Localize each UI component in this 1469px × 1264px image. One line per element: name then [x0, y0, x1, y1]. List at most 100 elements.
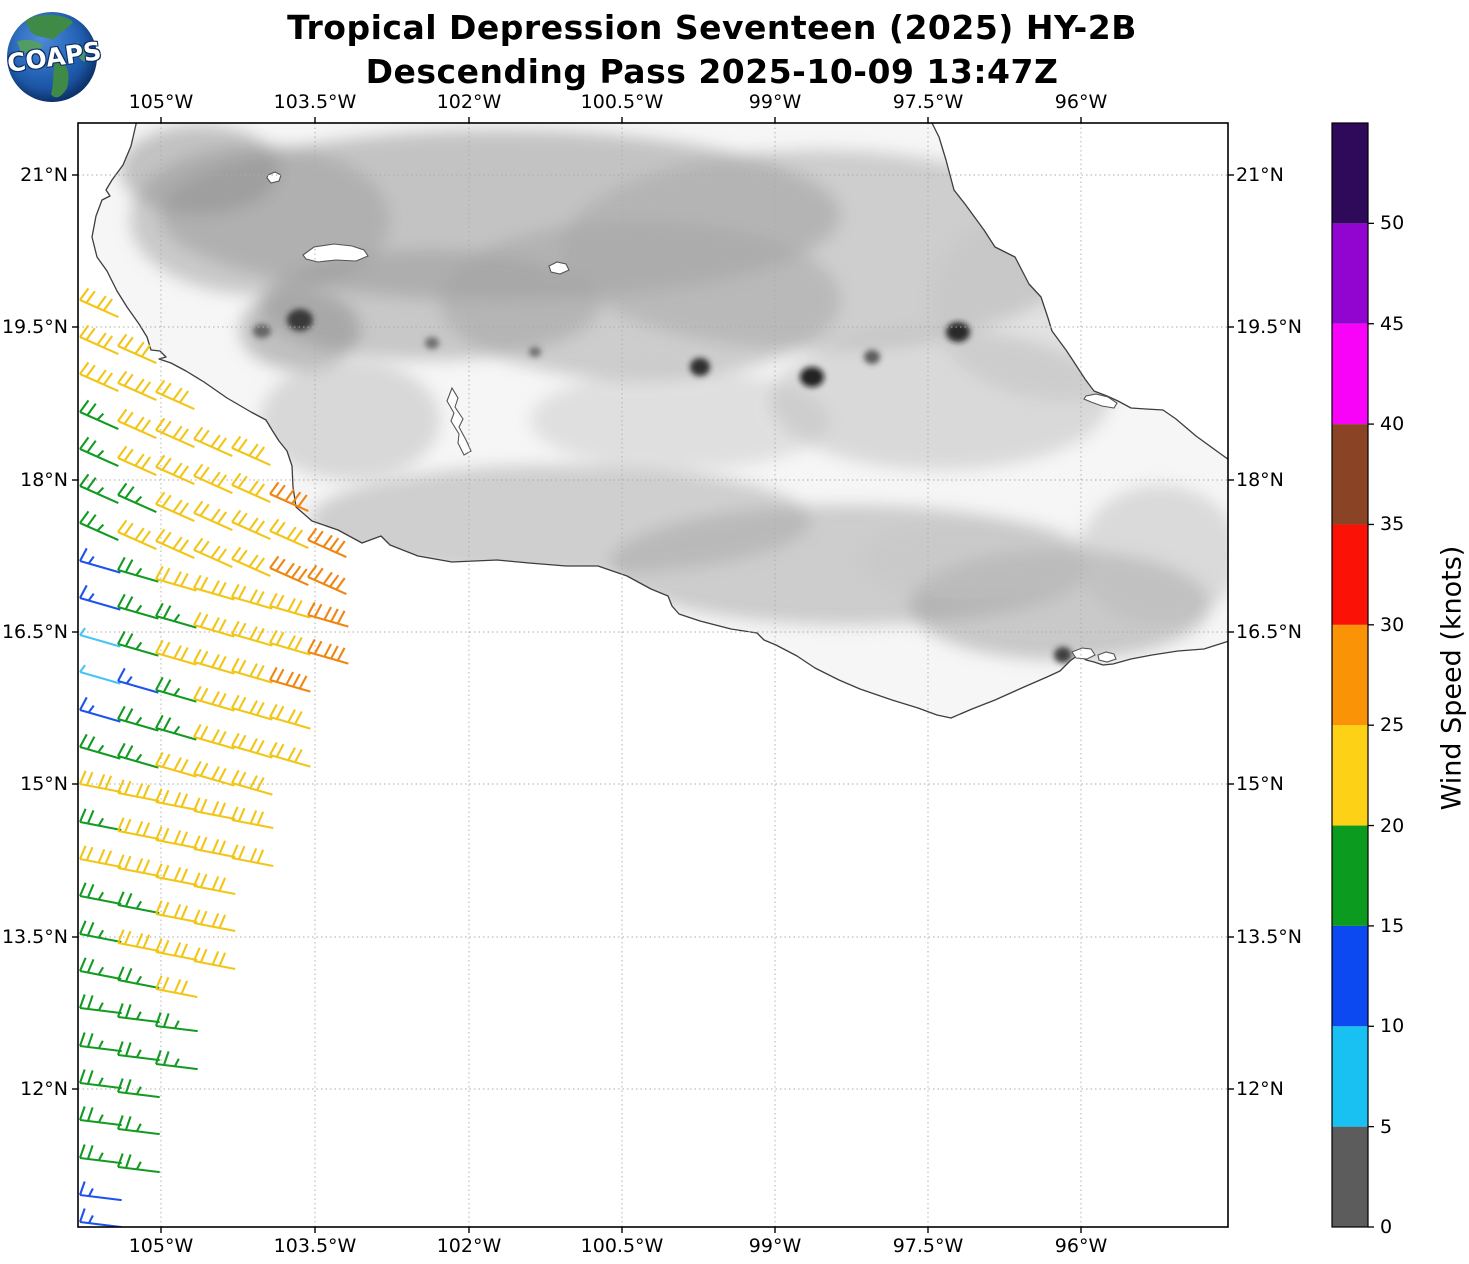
wind-barb	[269, 592, 311, 619]
wind-barb	[193, 909, 236, 933]
wind-barb	[117, 408, 157, 440]
lon-tick-label-top: 103.5°W	[273, 91, 357, 113]
lat-tick-label-left: 12°N	[20, 1078, 68, 1100]
page-title: Tropical Depression Seventeen (2025) HY-…	[287, 8, 1137, 47]
wind-barb	[79, 664, 121, 685]
colorbar-segment	[1332, 223, 1368, 324]
colorbar-tick-label: 35	[1380, 513, 1405, 536]
lon-tick-label-bottom: 97.5°W	[892, 1235, 964, 1257]
lat-tick-label-right: 15°N	[1236, 773, 1284, 795]
colorbar-tick-label: 15	[1380, 914, 1405, 937]
lon-tick-label-top: 97.5°W	[892, 91, 964, 113]
wind-barb	[79, 1208, 122, 1227]
wind-barb	[193, 797, 236, 821]
colorbar-segment	[1332, 1126, 1368, 1227]
wind-barb	[117, 966, 160, 990]
wind-barb	[155, 863, 198, 887]
wind-barb	[193, 947, 236, 971]
wind-barb	[79, 584, 121, 611]
lon-tick-label-top: 102°W	[436, 91, 502, 113]
wind-barb	[79, 399, 119, 431]
wind-barb	[79, 845, 122, 869]
wind-barb	[193, 426, 233, 458]
wind-barb	[231, 694, 273, 721]
wind-barb	[79, 808, 122, 832]
colorbar-tick-label: 25	[1380, 714, 1405, 737]
wind-barb	[79, 510, 119, 542]
lake-outline	[548, 261, 570, 275]
wind-barb	[231, 806, 274, 830]
lake-outline	[302, 243, 369, 263]
wind-barb	[155, 714, 197, 741]
wind-barb	[155, 417, 195, 449]
colorbar-tick-label: 20	[1380, 814, 1405, 837]
wind-barb	[79, 287, 119, 319]
wind-barb	[231, 546, 271, 578]
colorbar-segment	[1332, 323, 1368, 425]
wind-barb	[79, 957, 122, 981]
wind-barb	[117, 891, 160, 915]
lon-tick-label-top: 96°W	[1054, 91, 1108, 113]
wind-barb	[193, 835, 236, 859]
colorbar-segment	[1332, 424, 1368, 525]
coastline	[91, 123, 1228, 719]
wind-barb	[155, 788, 198, 812]
land-layer	[91, 123, 1228, 719]
lake-outline	[446, 386, 472, 456]
wind-barb	[155, 826, 198, 850]
colorbar-tick-label: 50	[1380, 212, 1405, 235]
wind-barb	[193, 463, 233, 495]
wind-barb	[117, 1153, 160, 1174]
wind-barb	[79, 696, 121, 723]
colorbar	[1331, 122, 1374, 1228]
lon-tick-label-top: 99°W	[748, 91, 802, 113]
wind-barb	[269, 518, 309, 550]
wind-barb	[117, 445, 157, 477]
wind-barb	[117, 519, 157, 551]
lake-outline	[1083, 393, 1118, 409]
wind-barb	[155, 900, 198, 924]
wind-barb	[117, 593, 159, 620]
wind-barb	[155, 1050, 198, 1071]
wind-barb	[231, 583, 273, 610]
colorbar-tick-label: 40	[1380, 413, 1405, 436]
lon-tick-label-bottom: 96°W	[1054, 1235, 1108, 1257]
lon-tick-label-bottom: 102°W	[436, 1235, 502, 1257]
wind-barb	[79, 882, 122, 906]
colorbar-tick-label: 45	[1380, 312, 1405, 335]
wind-barb	[155, 602, 197, 629]
wind-barb	[79, 473, 119, 505]
wind-barb	[269, 703, 311, 730]
wind-barb	[117, 705, 159, 732]
wind-barb	[117, 929, 160, 953]
lat-tick-label-right: 12°N	[1236, 1078, 1284, 1100]
colorbar-segment	[1332, 725, 1368, 826]
wind-barb	[117, 779, 160, 803]
colorbar-segment	[1332, 1026, 1368, 1127]
globe-icon	[17, 15, 86, 98]
wind-barb	[155, 639, 197, 666]
wind-barb	[155, 751, 197, 778]
wind-barb	[307, 527, 347, 559]
wind-barb	[79, 1144, 122, 1165]
wind-barb	[231, 620, 273, 647]
wind-barb	[117, 1041, 160, 1062]
lat-tick-label-right: 21°N	[1236, 164, 1284, 186]
lat-tick-label-left: 18°N	[20, 469, 68, 491]
wind-barb	[117, 742, 159, 769]
wind-barb	[117, 1115, 160, 1136]
lon-tick-label-bottom: 99°W	[748, 1235, 802, 1257]
wind-barb	[79, 436, 119, 468]
wind-barb	[155, 454, 195, 486]
wind-barb	[117, 630, 159, 657]
lat-tick-label-right: 18°N	[1236, 469, 1284, 491]
wind-barb	[307, 601, 349, 628]
wind-barb	[79, 733, 121, 760]
wind-barb	[117, 482, 157, 514]
wind-barb	[231, 472, 271, 504]
plot-frame	[77, 122, 1229, 1228]
wind-barb	[117, 1003, 160, 1024]
lat-tick-label-left: 19.5°N	[1, 316, 68, 338]
lat-tick-label-right: 19.5°N	[1236, 316, 1303, 338]
